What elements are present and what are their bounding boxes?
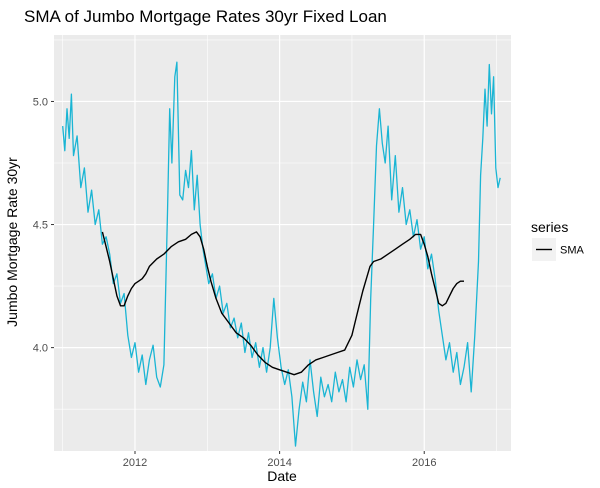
- chart-title: SMA of Jumbo Mortgage Rates 30yr Fixed L…: [24, 7, 387, 26]
- y-tick-label: 4.5: [33, 220, 48, 232]
- plot-panel: [54, 35, 511, 451]
- rate-series-line: [62, 61, 501, 447]
- x-tick-label: 2016: [412, 457, 436, 469]
- y-axis-ticks: 4.0 4.5 5.0: [33, 96, 54, 355]
- legend-title: series: [531, 219, 568, 235]
- x-tick-label: 2012: [123, 457, 147, 469]
- minor-gridlines: [54, 35, 511, 451]
- legend-label-sma: SMA: [560, 245, 585, 257]
- x-axis-title: Date: [267, 468, 297, 484]
- sma-series-line: [101, 231, 464, 376]
- legend: series SMA: [531, 219, 585, 261]
- y-axis-title: Jumbo Mortgage Rate 30yr: [4, 157, 20, 327]
- y-tick-label: 4.0: [33, 343, 48, 355]
- x-tick-label: 2014: [267, 457, 291, 469]
- x-axis-ticks: 2012 2014 2016: [123, 451, 436, 469]
- y-tick-label: 5.0: [33, 96, 48, 108]
